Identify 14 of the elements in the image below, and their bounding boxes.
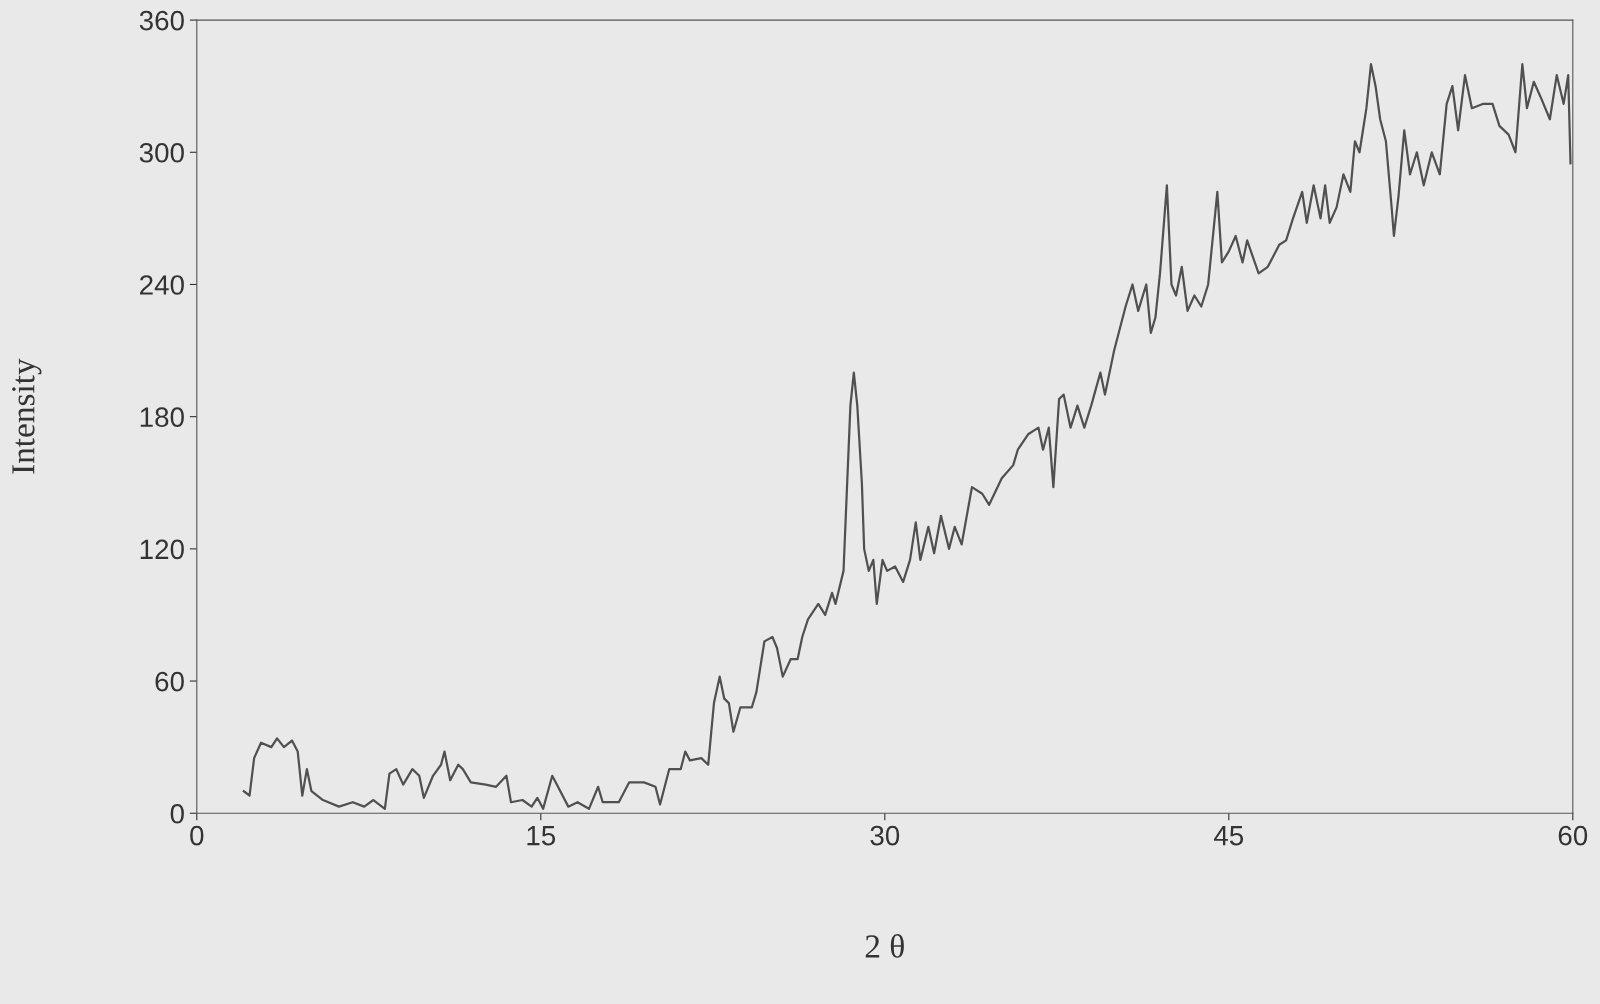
y-axis-title: Intensity <box>12 358 42 474</box>
y-tick-label: 120 <box>140 539 184 560</box>
y-tick-label: 60 <box>155 671 184 692</box>
x-tick-label: 0 <box>190 825 204 846</box>
x-tick-label: 15 <box>527 826 556 846</box>
y-tick-label: 240 <box>140 275 184 295</box>
x-tick-label: 45 <box>1213 826 1244 846</box>
x-tick-label: 60 <box>1558 825 1588 846</box>
x-tick-label: 30 <box>870 825 900 846</box>
y-tick-label: 300 <box>139 142 184 163</box>
y-tick-label: 360 <box>139 10 184 31</box>
x-axis-title: 2 θ <box>865 934 904 958</box>
y-tick-label: 180 <box>140 407 184 427</box>
y-tick-label: 0 <box>170 803 184 824</box>
